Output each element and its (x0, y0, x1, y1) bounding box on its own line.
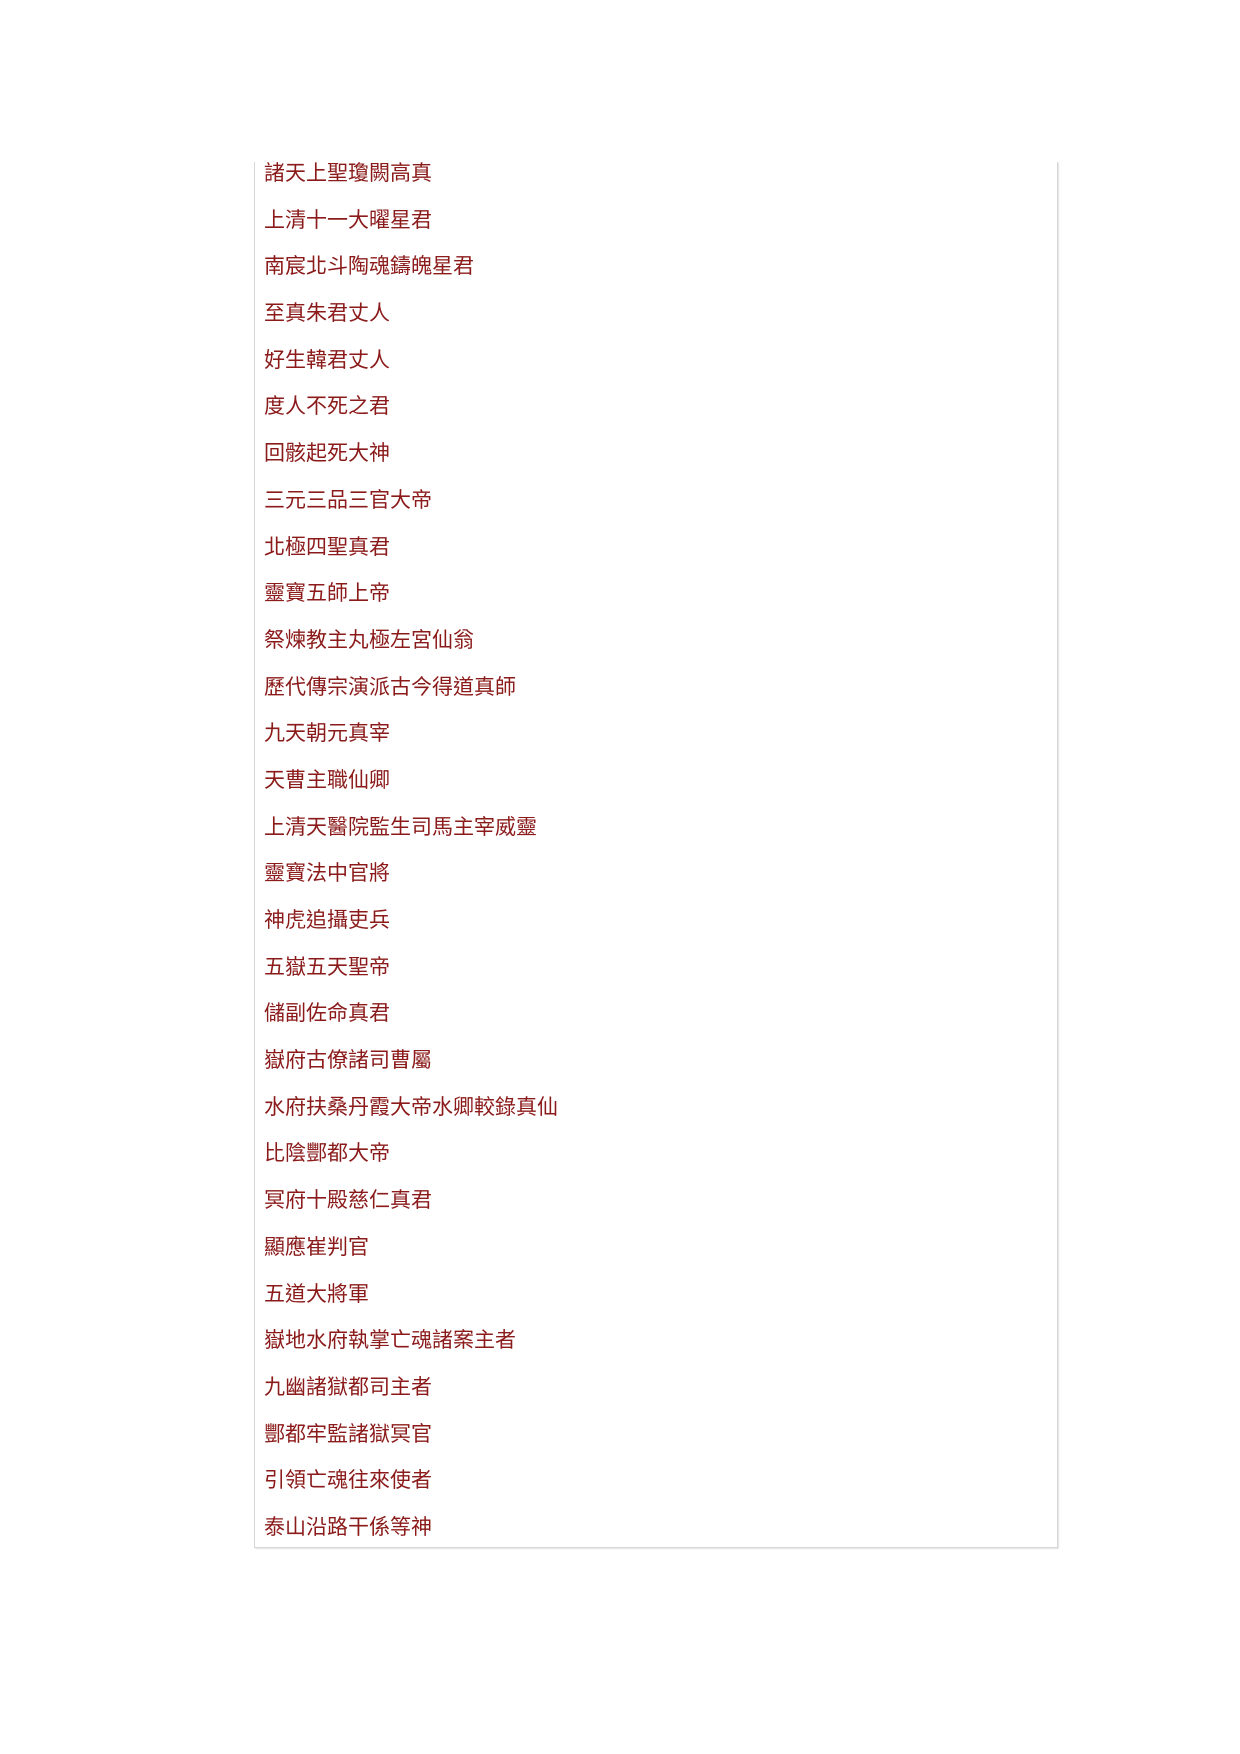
item-list: 諸天上聖瓊闕高真 上清十一大曜星君南宸北斗陶魂鑄魄星君 至真朱君丈人 好生韓君丈人 度人… (255, 162, 1057, 1563)
list-item[interactable]: 靈寶法中官將 (264, 861, 390, 886)
list-item[interactable]: 酆都牢監諸獄冥官 (264, 1421, 432, 1446)
list-item[interactable]: 九幽諸獄都司主者 (264, 1374, 432, 1399)
list-item[interactable]: 歷代傳宗演派古今得道真師 (264, 674, 516, 699)
list-item[interactable]: 冥府十殿慈仁真君 (264, 1188, 432, 1213)
list-item[interactable]: 神虎追攝吏兵 (264, 908, 390, 932)
list-item[interactable]: 泰山沿路干係等神 (264, 1514, 432, 1539)
list-item[interactable]: 嶽地水府執掌亡魂諸案主者 (264, 1328, 516, 1353)
list-item[interactable]: 諸天上聖瓊闕高真 (264, 161, 432, 185)
list-item[interactable]: 五嶽五天聖帝 (264, 954, 390, 979)
list-item[interactable]: 靈寶五師上帝 (264, 581, 390, 606)
list-item[interactable]: 水府扶桑丹霞大帝水卿較錄真仙 (264, 1094, 558, 1119)
list-item[interactable]: 天曹主職仙卿 (264, 767, 390, 792)
list-item[interactable]: 九天朝元真宰 (264, 721, 390, 746)
list-item[interactable]: 度人不死之君 (264, 394, 390, 419)
list-panel: 諸天上聖瓊闕高真 上清十一大曜星君南宸北斗陶魂鑄魄星君 至真朱君丈人 好生韓君丈人 度人… (254, 162, 1058, 1548)
list-item[interactable]: 至真朱君丈人 (264, 301, 390, 326)
list-item[interactable]: 上清十一大曜星君 (264, 207, 432, 232)
list-item[interactable]: 儲副佐命真君 (264, 1001, 390, 1026)
list-item[interactable]: 回骸起死大神 (264, 441, 390, 466)
list-item[interactable]: 引領亡魂往來使者 (264, 1468, 432, 1493)
list-item[interactable]: 北極四聖真君 (264, 534, 390, 559)
list-item[interactable]: 南宸北斗陶魂鑄魄星君 (264, 254, 474, 279)
list-item[interactable]: 比陰酆都大帝 (264, 1141, 390, 1166)
list-item[interactable]: 三元三品三官大帝 (264, 487, 432, 512)
list-item[interactable]: 好生韓君丈人 (264, 347, 390, 372)
list-item[interactable]: 顯應崔判官 (264, 1234, 369, 1259)
list-item[interactable]: 五道大將軍 (264, 1281, 369, 1306)
list-item[interactable]: 祭煉教主丸極左宮仙翁 (264, 627, 474, 652)
list-item[interactable]: 嶽府古僚諸司曹屬 (264, 1048, 432, 1073)
list-item[interactable]: 上清天醫院監生司馬主宰威靈 (264, 814, 537, 839)
